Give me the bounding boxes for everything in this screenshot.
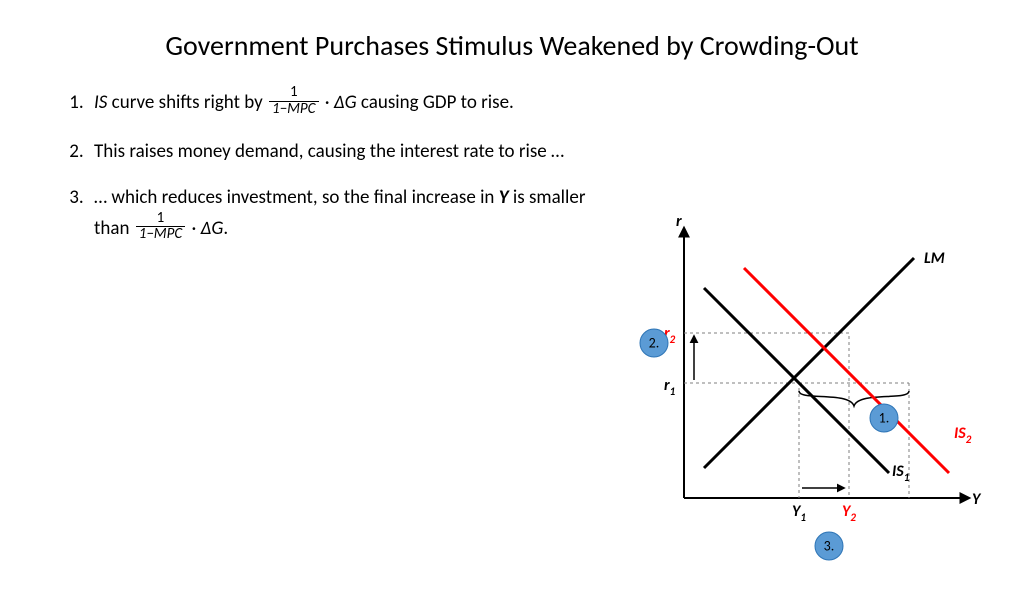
point-2: This raises money demand, causing the in… bbox=[88, 138, 590, 167]
y2-label: Y2 bbox=[842, 502, 856, 524]
guide-eq1 bbox=[684, 383, 799, 498]
bubble-3-text: 3. bbox=[824, 538, 835, 555]
is1-curve bbox=[704, 288, 889, 473]
is1-label: IS1 bbox=[892, 462, 910, 484]
y1-label: Y1 bbox=[792, 502, 806, 524]
bubble-1-text: 1. bbox=[879, 410, 890, 427]
lm-label: LM bbox=[924, 249, 945, 268]
page-title: Government Purchases Stimulus Weakened b… bbox=[0, 28, 1024, 63]
r1-label: r1 bbox=[664, 376, 676, 398]
chart-svg: r Y LM IS1 IS2 Y1 Y2 bbox=[634, 218, 994, 568]
axis-label-y: Y bbox=[972, 490, 982, 509]
axis-label-r: r bbox=[676, 218, 682, 231]
point-3: … which reduces investment, so the final… bbox=[88, 184, 590, 245]
explanation-list: IS curve shifts right by 11−MPC · ∆G cau… bbox=[60, 87, 590, 263]
islm-chart: r Y LM IS1 IS2 Y1 Y2 bbox=[634, 218, 994, 578]
is2-curve bbox=[744, 268, 949, 473]
lm-curve bbox=[704, 258, 914, 468]
is2-label: IS2 bbox=[954, 424, 972, 446]
point-1: IS curve shifts right by 11−MPC · ∆G cau… bbox=[88, 87, 590, 120]
guide-eq2 bbox=[684, 333, 849, 498]
bubble-2-text: 2. bbox=[649, 335, 660, 352]
